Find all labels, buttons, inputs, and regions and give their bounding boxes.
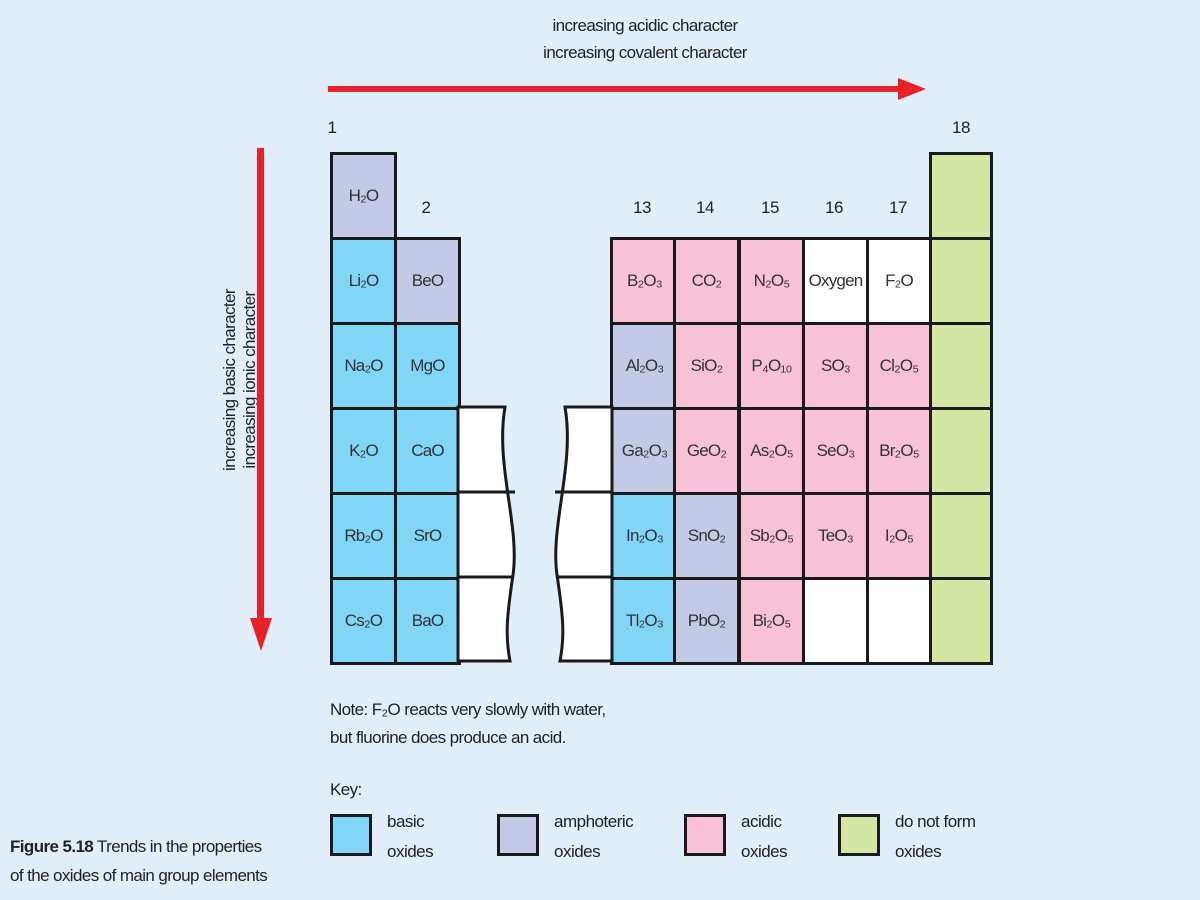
oxide-cell-g17-period-3: Cl₂O₅ — [866, 322, 932, 410]
note-line-2: but fluorine does produce an acid. — [330, 728, 566, 747]
group-label-1: 1 — [327, 118, 337, 137]
key-label-none: do not form oxides — [895, 807, 976, 867]
oxide-cell-g13-period-3: Al₂O₃ — [610, 322, 679, 410]
oxide-cell-g17-period-4: Br₂O₅ — [866, 407, 932, 495]
oxide-cell-g14-period-3: SiO₂ — [673, 322, 740, 410]
oxide-cell-g14-period-5: SnO₂ — [673, 492, 740, 580]
key-label-line1: basic — [387, 812, 425, 831]
group-label-14: 14 — [696, 198, 714, 217]
oxide-cell-g14-period-2: CO₂ — [673, 237, 740, 325]
oxide-cell-g2-period-6: BaO — [394, 577, 461, 665]
oxide-cell-g14-period-6: PbO₂ — [673, 577, 740, 665]
group-label-2: 2 — [421, 198, 431, 217]
oxide-cell-g2-period-2: BeO — [394, 237, 461, 325]
oxide-cell-g15-period-4: As₂O₅ — [738, 407, 805, 495]
note-line-1: Note: F₂O reacts very slowly with water, — [330, 700, 606, 719]
group-label-16: 16 — [825, 198, 843, 217]
group-label-15: 15 — [761, 198, 779, 217]
covalent-trend-label: increasing covalent character — [543, 43, 747, 62]
noble-gas-cell-period-1 — [929, 152, 993, 240]
oxide-cell-g2-period-3: MgO — [394, 322, 461, 410]
key-label-line2: oxides — [895, 842, 942, 861]
oxide-cell-g1-period-1: H₂O — [330, 152, 397, 240]
oxide-cell-g1-period-6: Cs₂O — [330, 577, 397, 665]
figure-label: Figure 5.18 — [10, 837, 94, 856]
key-swatch-acidic — [684, 814, 726, 856]
noble-gas-cell-period-5 — [929, 492, 993, 580]
oxide-cell-g15-period-3: P₄O₁₀ — [738, 322, 805, 410]
oxide-cell-g13-period-2: B₂O₃ — [610, 237, 679, 325]
oxide-cell-g1-period-5: Rb₂O — [330, 492, 397, 580]
oxide-cell-g16-period-6 — [802, 577, 869, 665]
key-swatch-basic — [330, 814, 372, 856]
acidic-trend-label: increasing acidic character — [552, 16, 738, 35]
oxide-cell-g17-period-5: I₂O₅ — [866, 492, 932, 580]
oxide-cell-g15-period-5: Sb₂O₅ — [738, 492, 805, 580]
oxide-cell-g2-period-4: CaO — [394, 407, 461, 495]
group-label-13: 13 — [633, 198, 651, 217]
vertical-arrow-icon — [250, 148, 272, 651]
key-swatch-none — [838, 814, 880, 856]
oxide-cell-g16-period-3: SO₃ — [802, 322, 869, 410]
oxide-cell-g1-period-2: Li₂O — [330, 237, 397, 325]
key-label-basic: basic oxides — [387, 807, 434, 867]
oxide-cell-g16-period-2: Oxygen — [802, 237, 869, 325]
oxide-cell-g13-period-4: Ga₂O₃ — [610, 407, 679, 495]
key-label-line1: amphoteric — [554, 812, 634, 831]
oxide-cell-g16-period-4: SeO₃ — [802, 407, 869, 495]
key-swatch-amphoteric — [497, 814, 539, 856]
oxide-cell-g13-period-6: Tl₂O₃ — [610, 577, 679, 665]
table-break-right — [554, 405, 614, 663]
group-label-17: 17 — [889, 198, 907, 217]
caption-text-2: of the oxides of main group elements — [10, 866, 268, 885]
figure-caption: Figure 5.18 Trends in the properties of … — [10, 832, 268, 890]
key-title: Key: — [330, 780, 362, 799]
key-label-acidic: acidic oxides — [741, 807, 788, 867]
oxide-cell-g15-period-6: Bi₂O₅ — [738, 577, 805, 665]
noble-gas-cell-period-2 — [929, 237, 993, 325]
oxide-cell-g1-period-3: Na₂O — [330, 322, 397, 410]
oxide-cell-g15-period-2: N₂O₅ — [738, 237, 805, 325]
basic-trend-label: increasing basic character — [220, 289, 239, 471]
noble-gas-cell-period-4 — [929, 407, 993, 495]
horizontal-arrow-icon — [328, 78, 926, 100]
key-label-line2: oxides — [387, 842, 434, 861]
oxide-cell-g17-period-2: F₂O — [866, 237, 932, 325]
noble-gas-cell-period-6 — [929, 577, 993, 665]
key-label-line2: oxides — [741, 842, 788, 861]
key-label-line1: do not form — [895, 812, 976, 831]
noble-gas-cell-period-3 — [929, 322, 993, 410]
caption-text-1: Trends in the properties — [97, 837, 262, 856]
key-label-line1: acidic — [741, 812, 782, 831]
key-label-amphoteric: amphoteric oxides — [554, 807, 634, 867]
oxide-cell-g13-period-5: In₂O₃ — [610, 492, 679, 580]
table-break-left — [456, 405, 516, 663]
oxide-cell-g17-period-6 — [866, 577, 932, 665]
oxide-cell-g14-period-4: GeO₂ — [673, 407, 740, 495]
group-label-18: 18 — [952, 118, 970, 137]
oxide-cell-g2-period-5: SrO — [394, 492, 461, 580]
oxide-cell-g1-period-4: K₂O — [330, 407, 397, 495]
key-label-line2: oxides — [554, 842, 601, 861]
oxide-cell-g16-period-5: TeO₃ — [802, 492, 869, 580]
